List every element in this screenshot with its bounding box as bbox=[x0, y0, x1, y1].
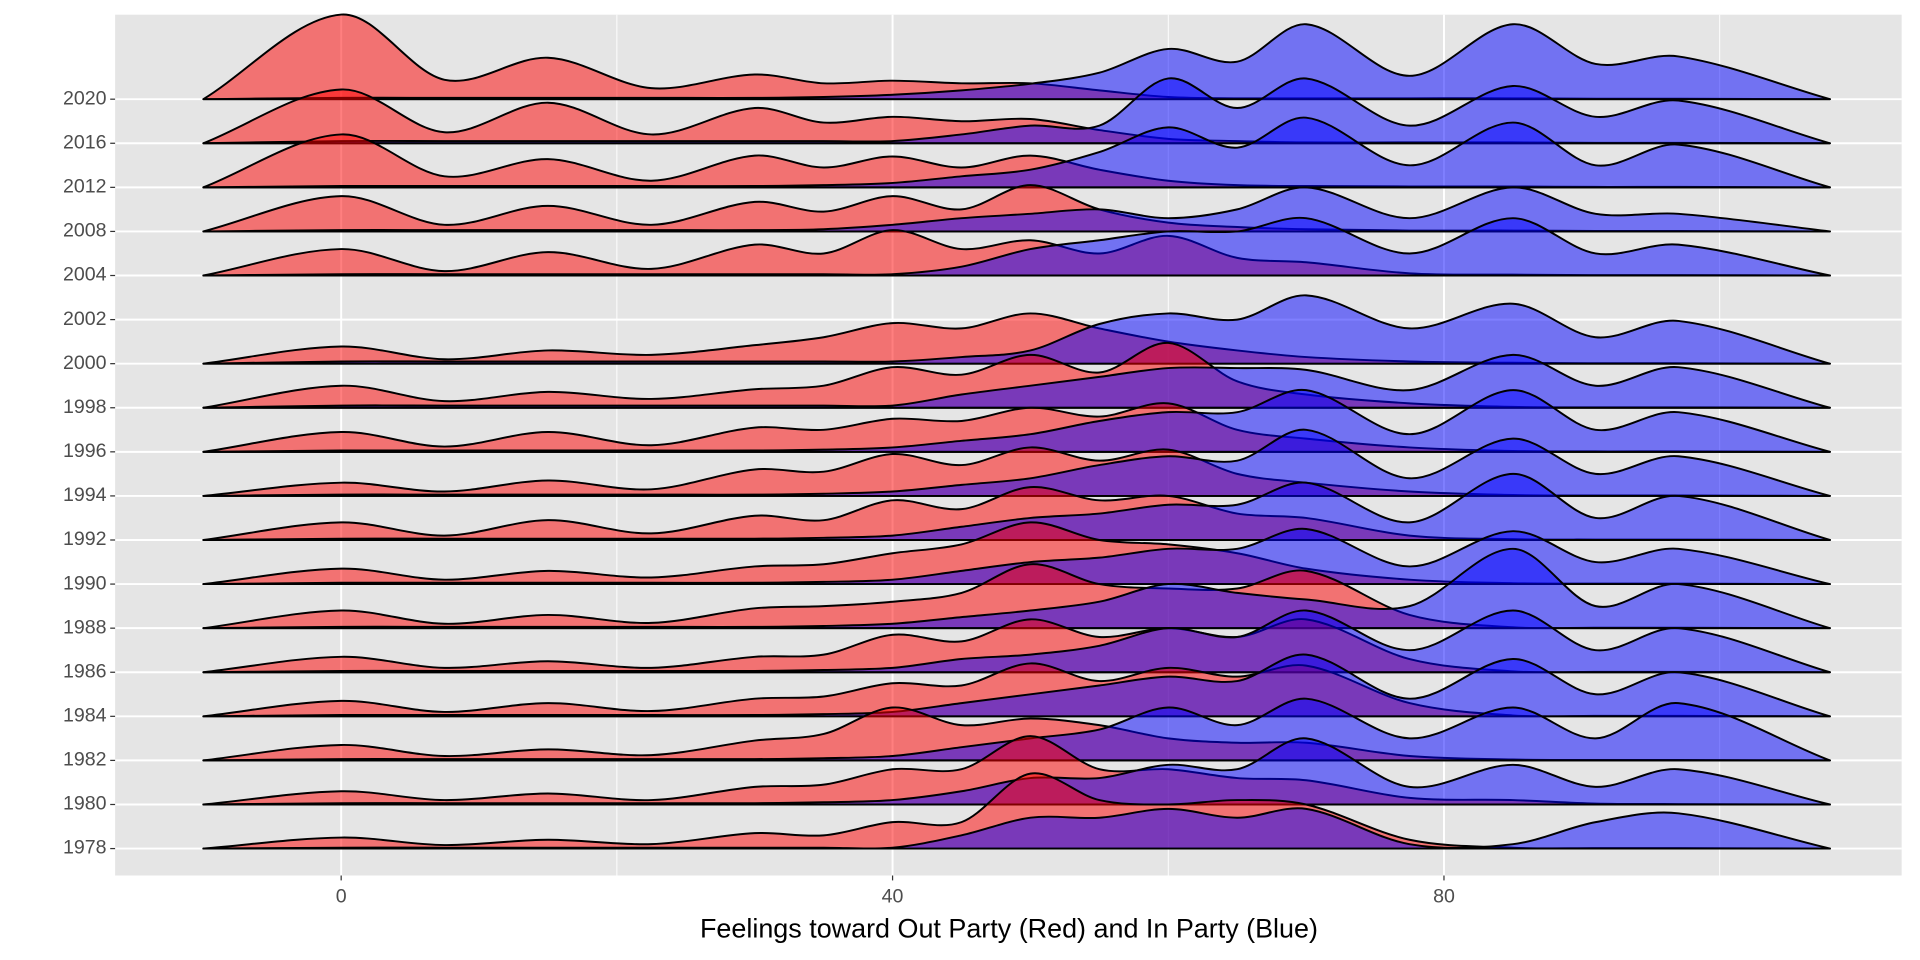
y-tick-label: 2004 bbox=[63, 264, 107, 286]
density-ridge bbox=[202, 609, 1831, 674]
y-tick-label: 1978 bbox=[63, 837, 107, 859]
density-ridge bbox=[202, 389, 1831, 453]
y-tick-label: 2012 bbox=[63, 176, 107, 198]
y-tick-label: 1996 bbox=[63, 440, 107, 462]
density-ridge bbox=[202, 353, 1831, 409]
y-tick-label: 1986 bbox=[63, 660, 107, 682]
density-ridge bbox=[202, 472, 1831, 541]
density-ridge bbox=[202, 653, 1831, 718]
y-tick-label: 1992 bbox=[63, 528, 107, 550]
y-tick-label: 1990 bbox=[63, 572, 107, 594]
density-ridge bbox=[202, 116, 1831, 189]
y-tick-label: 2008 bbox=[63, 220, 107, 242]
density-ridge bbox=[202, 807, 1831, 850]
x-axis-title: Feelings toward Out Party (Red) and In P… bbox=[700, 914, 1318, 944]
y-tick-label: 1994 bbox=[63, 484, 107, 506]
density-ridge bbox=[202, 294, 1831, 365]
x-tick-label: 0 bbox=[336, 886, 347, 908]
density-ridge bbox=[202, 547, 1831, 630]
y-tick-label: 2020 bbox=[63, 87, 107, 109]
density-ridge bbox=[202, 428, 1831, 497]
y-tick-label: 1998 bbox=[63, 396, 107, 418]
y-tick-label: 1984 bbox=[63, 704, 107, 726]
y-tick-label: 2000 bbox=[63, 352, 107, 374]
x-tick-label: 80 bbox=[1433, 886, 1455, 908]
density-ridge bbox=[202, 186, 1831, 233]
density-ridge bbox=[202, 527, 1831, 586]
density-ridge bbox=[202, 216, 1831, 277]
density-ridge bbox=[202, 77, 1831, 145]
y-tick-label: 1982 bbox=[63, 749, 107, 771]
y-tick-label: 2016 bbox=[63, 131, 107, 153]
x-tick-label: 40 bbox=[882, 886, 904, 908]
y-tick-label: 1980 bbox=[63, 793, 107, 815]
density-ridge bbox=[202, 23, 1831, 101]
y-tick-label: 1988 bbox=[63, 616, 107, 638]
y-tick-label: 2002 bbox=[63, 308, 107, 330]
